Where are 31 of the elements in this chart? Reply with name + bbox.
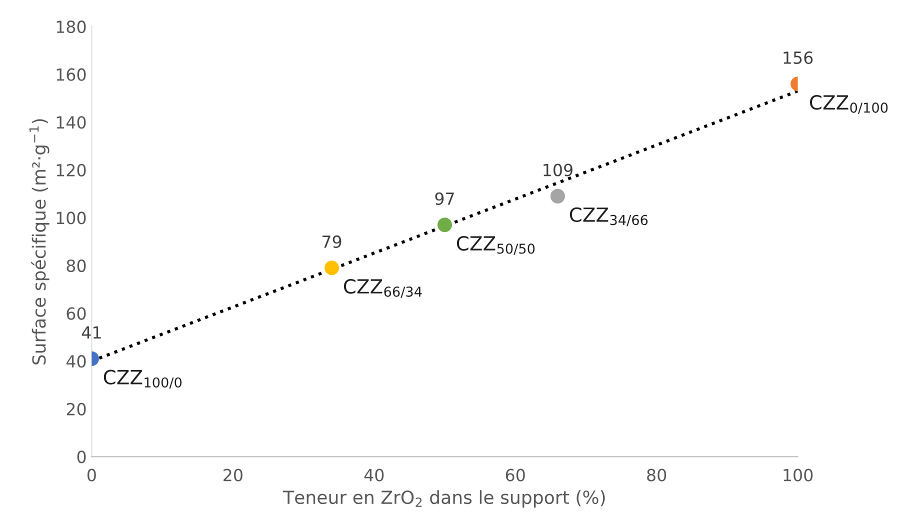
point bbox=[550, 188, 566, 204]
y-tick-label: 100 bbox=[56, 212, 86, 224]
x-tick-label: 40 bbox=[364, 468, 384, 482]
x-tick-label: 0 bbox=[87, 468, 96, 482]
point bbox=[324, 260, 340, 276]
x-tick-label: 80 bbox=[647, 468, 666, 482]
y-tick-label: 0 bbox=[77, 450, 86, 464]
annotation: CZZ$_{50/50}$ bbox=[456, 236, 535, 255]
point bbox=[437, 218, 452, 232]
x-tick-label: 100 bbox=[784, 468, 813, 482]
x-axis-title: Teneur en ZrO$_{2}$ dans le support (%) bbox=[283, 490, 605, 508]
data-label: 156 bbox=[784, 51, 813, 64]
y-tick-label: 60 bbox=[66, 307, 86, 320]
y-axis-title: Surface spécifique (m²·g$^{−1}$) bbox=[29, 119, 50, 364]
y-tick-label: 40 bbox=[66, 355, 86, 368]
x-tick-label: 60 bbox=[506, 468, 525, 482]
data-label: 41 bbox=[82, 326, 101, 339]
y-tick-label: 160 bbox=[56, 68, 86, 81]
data-label: 79 bbox=[322, 235, 342, 248]
data-label: 109 bbox=[544, 164, 572, 176]
y-tick-label: 140 bbox=[56, 116, 86, 129]
data-label: 97 bbox=[435, 192, 454, 205]
y-tick-label: 120 bbox=[56, 164, 86, 176]
x-tick-label: 20 bbox=[224, 468, 242, 482]
y-tick-label: 180 bbox=[56, 20, 86, 34]
annotation: CZZ$_{100/0}$ bbox=[104, 370, 182, 389]
annotation: CZZ$_{66/34}$ bbox=[344, 279, 422, 298]
annotation: CZZ$_{34/66}$ bbox=[570, 207, 648, 226]
annotation: CZZ$_{0/100}$ bbox=[810, 95, 888, 114]
y-tick-label: 80 bbox=[66, 259, 86, 272]
y-tick-label: 20 bbox=[66, 402, 86, 416]
